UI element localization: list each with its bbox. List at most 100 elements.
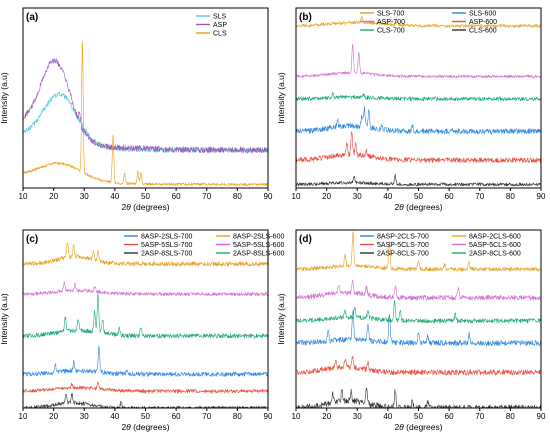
series-line-2ASP-8SLS-700: [23, 393, 268, 408]
x-tick-label: 20: [322, 412, 331, 421]
x-axis-label: 2θ (degrees): [394, 202, 442, 212]
legend-entry: CLS-600: [469, 28, 497, 35]
y-axis-label: Intensity (a.u): [276, 72, 286, 124]
y-axis-label: Intensity (a.u): [0, 72, 9, 124]
legend-entry: 5ASP-5CLS-600: [469, 242, 521, 249]
x-tick-label: 30: [80, 412, 89, 421]
series-line-ASP-600: [296, 131, 541, 163]
x-tick-label: 50: [414, 192, 423, 201]
panel-0: 10 20 30 40 50 60 70 80 90 2θ (degrees) Intensity …: [0, 7, 273, 212]
legend-entry: 8ASP-2SLS-600: [233, 234, 284, 241]
x-tick-label: 30: [353, 192, 362, 201]
x-axis-label: 2θ (degrees): [121, 422, 169, 432]
series-line-8ASP-2SLS-600: [23, 242, 268, 267]
x-tick-label: 80: [506, 192, 515, 201]
x-tick-label: 60: [445, 412, 454, 421]
trace-group: [296, 15, 541, 187]
series-line-CLS-700: [296, 92, 541, 102]
legend-entry: 8ASP-2CLS-700: [377, 234, 429, 241]
x-tick-label: 50: [414, 412, 423, 421]
series-line-2ASP-8CLS-700: [296, 387, 541, 408]
x-tick-label: 10: [292, 192, 301, 201]
x-tick-label: 40: [383, 412, 392, 421]
legend-entry: 2ASP-8SLS-600: [233, 251, 284, 258]
series-line-2ASP-8CLS-600: [296, 299, 541, 324]
x-tick-label: 20: [322, 192, 331, 201]
x-axis-label: 2θ (degrees): [394, 422, 442, 432]
x-tick-label: 90: [537, 412, 546, 421]
legend-entry: 5ASP-5CLS-700: [377, 242, 429, 249]
legend-entry: ASP-600: [469, 19, 497, 26]
y-axis-label: Intensity (a.u): [276, 293, 286, 345]
panel-label: (d): [299, 234, 312, 245]
series-line-5ASP-5SLS-600: [23, 281, 268, 297]
legend: SLS-700 SLS-600 ASP-700 ASP-600 CLS-700 CLS-6…: [360, 11, 497, 35]
series-line-ASP: [23, 58, 268, 154]
x-tick-label: 40: [110, 192, 119, 201]
series-line-8ASP-2SLS-700: [23, 346, 268, 377]
x-tick-label: 60: [172, 192, 181, 201]
x-tick-label: 30: [353, 412, 362, 421]
legend-entry: 2ASP-8CLS-600: [469, 251, 521, 258]
trace-group: [23, 242, 268, 408]
panel-label: (b): [299, 12, 312, 23]
trace-group: [23, 41, 268, 186]
x-tick-label: 70: [475, 192, 484, 201]
panel-1: 10 20 30 40 50 60 70 80 90 2θ (degrees) Intensity …: [276, 7, 546, 212]
legend-entry: 5ASP-5SLS-600: [233, 242, 284, 249]
x-tick-label: 60: [445, 192, 454, 201]
x-tick-label: 90: [537, 192, 546, 201]
panel-3: 10 20 30 40 50 60 70 80 90 2θ (degrees) Intensity …: [276, 229, 546, 432]
series-line-5ASP-5SLS-700: [23, 381, 268, 394]
x-tick-label: 20: [49, 412, 58, 421]
panel-2: 10 20 30 40 50 60 70 80 90 2θ (degrees) Intensity …: [0, 229, 284, 432]
legend-entry: 8ASP-2CLS-600: [469, 234, 521, 241]
legend-entry: 8ASP-2SLS-700: [141, 234, 192, 241]
x-tick-label: 90: [264, 412, 273, 421]
legend: 8ASP-2CLS-700 8ASP-2CLS-600 5ASP-5CLS-700 5…: [360, 234, 521, 258]
x-tick-label: 10: [19, 412, 28, 421]
series-line-SLS: [23, 91, 268, 153]
y-axis-label: Intensity (a.u): [0, 293, 9, 345]
x-axis-label: 2θ (degrees): [121, 202, 169, 212]
series-line-5ASP-5CLS-700: [296, 356, 541, 376]
x-tick-label: 10: [19, 192, 28, 201]
legend-entry: SLS-600: [469, 11, 496, 18]
x-tick-label: 40: [110, 412, 119, 421]
x-tick-label: 50: [141, 412, 150, 421]
series-line-CLS-600: [296, 173, 541, 187]
plot-frame: [22, 7, 269, 189]
legend-entry: 2ASP-8CLS-700: [377, 251, 429, 258]
legend-entry: ASP: [213, 22, 227, 29]
series-line-SLS-600: [296, 106, 541, 135]
x-tick-label: 80: [233, 192, 242, 201]
legend-entry: 5ASP-5SLS-700: [141, 242, 192, 249]
x-tick-label: 50: [141, 192, 150, 201]
series-line-8ASP-2CLS-700: [296, 309, 541, 346]
series-line-CLS: [23, 41, 268, 186]
x-tick-label: 70: [475, 412, 484, 421]
x-tick-label: 90: [264, 192, 273, 201]
legend-entry: SLS: [213, 14, 227, 21]
series-line-8ASP-2CLS-600: [296, 231, 541, 272]
x-tick-label: 70: [202, 192, 211, 201]
legend-entry: SLS-700: [377, 11, 404, 18]
series-line-2ASP-8SLS-600: [23, 293, 268, 339]
legend-entry: CLS-700: [377, 28, 405, 35]
x-tick-label: 70: [202, 412, 211, 421]
x-tick-label: 80: [233, 412, 242, 421]
panel-label: (a): [26, 12, 38, 23]
x-tick-label: 40: [383, 192, 392, 201]
x-tick-label: 80: [506, 412, 515, 421]
series-line-5ASP-5CLS-600: [296, 279, 541, 301]
legend: 8ASP-2SLS-700 8ASP-2SLS-600 5ASP-5SLS-700 5…: [124, 234, 284, 258]
series-line-ASP-700: [296, 43, 541, 79]
series-line-SLS-700: [296, 15, 541, 28]
x-tick-label: 30: [80, 192, 89, 201]
x-tick-label: 60: [172, 412, 181, 421]
trace-group: [296, 231, 541, 408]
legend-entry: 2ASP-8SLS-700: [141, 251, 192, 258]
legend-entry: CLS: [213, 31, 227, 38]
